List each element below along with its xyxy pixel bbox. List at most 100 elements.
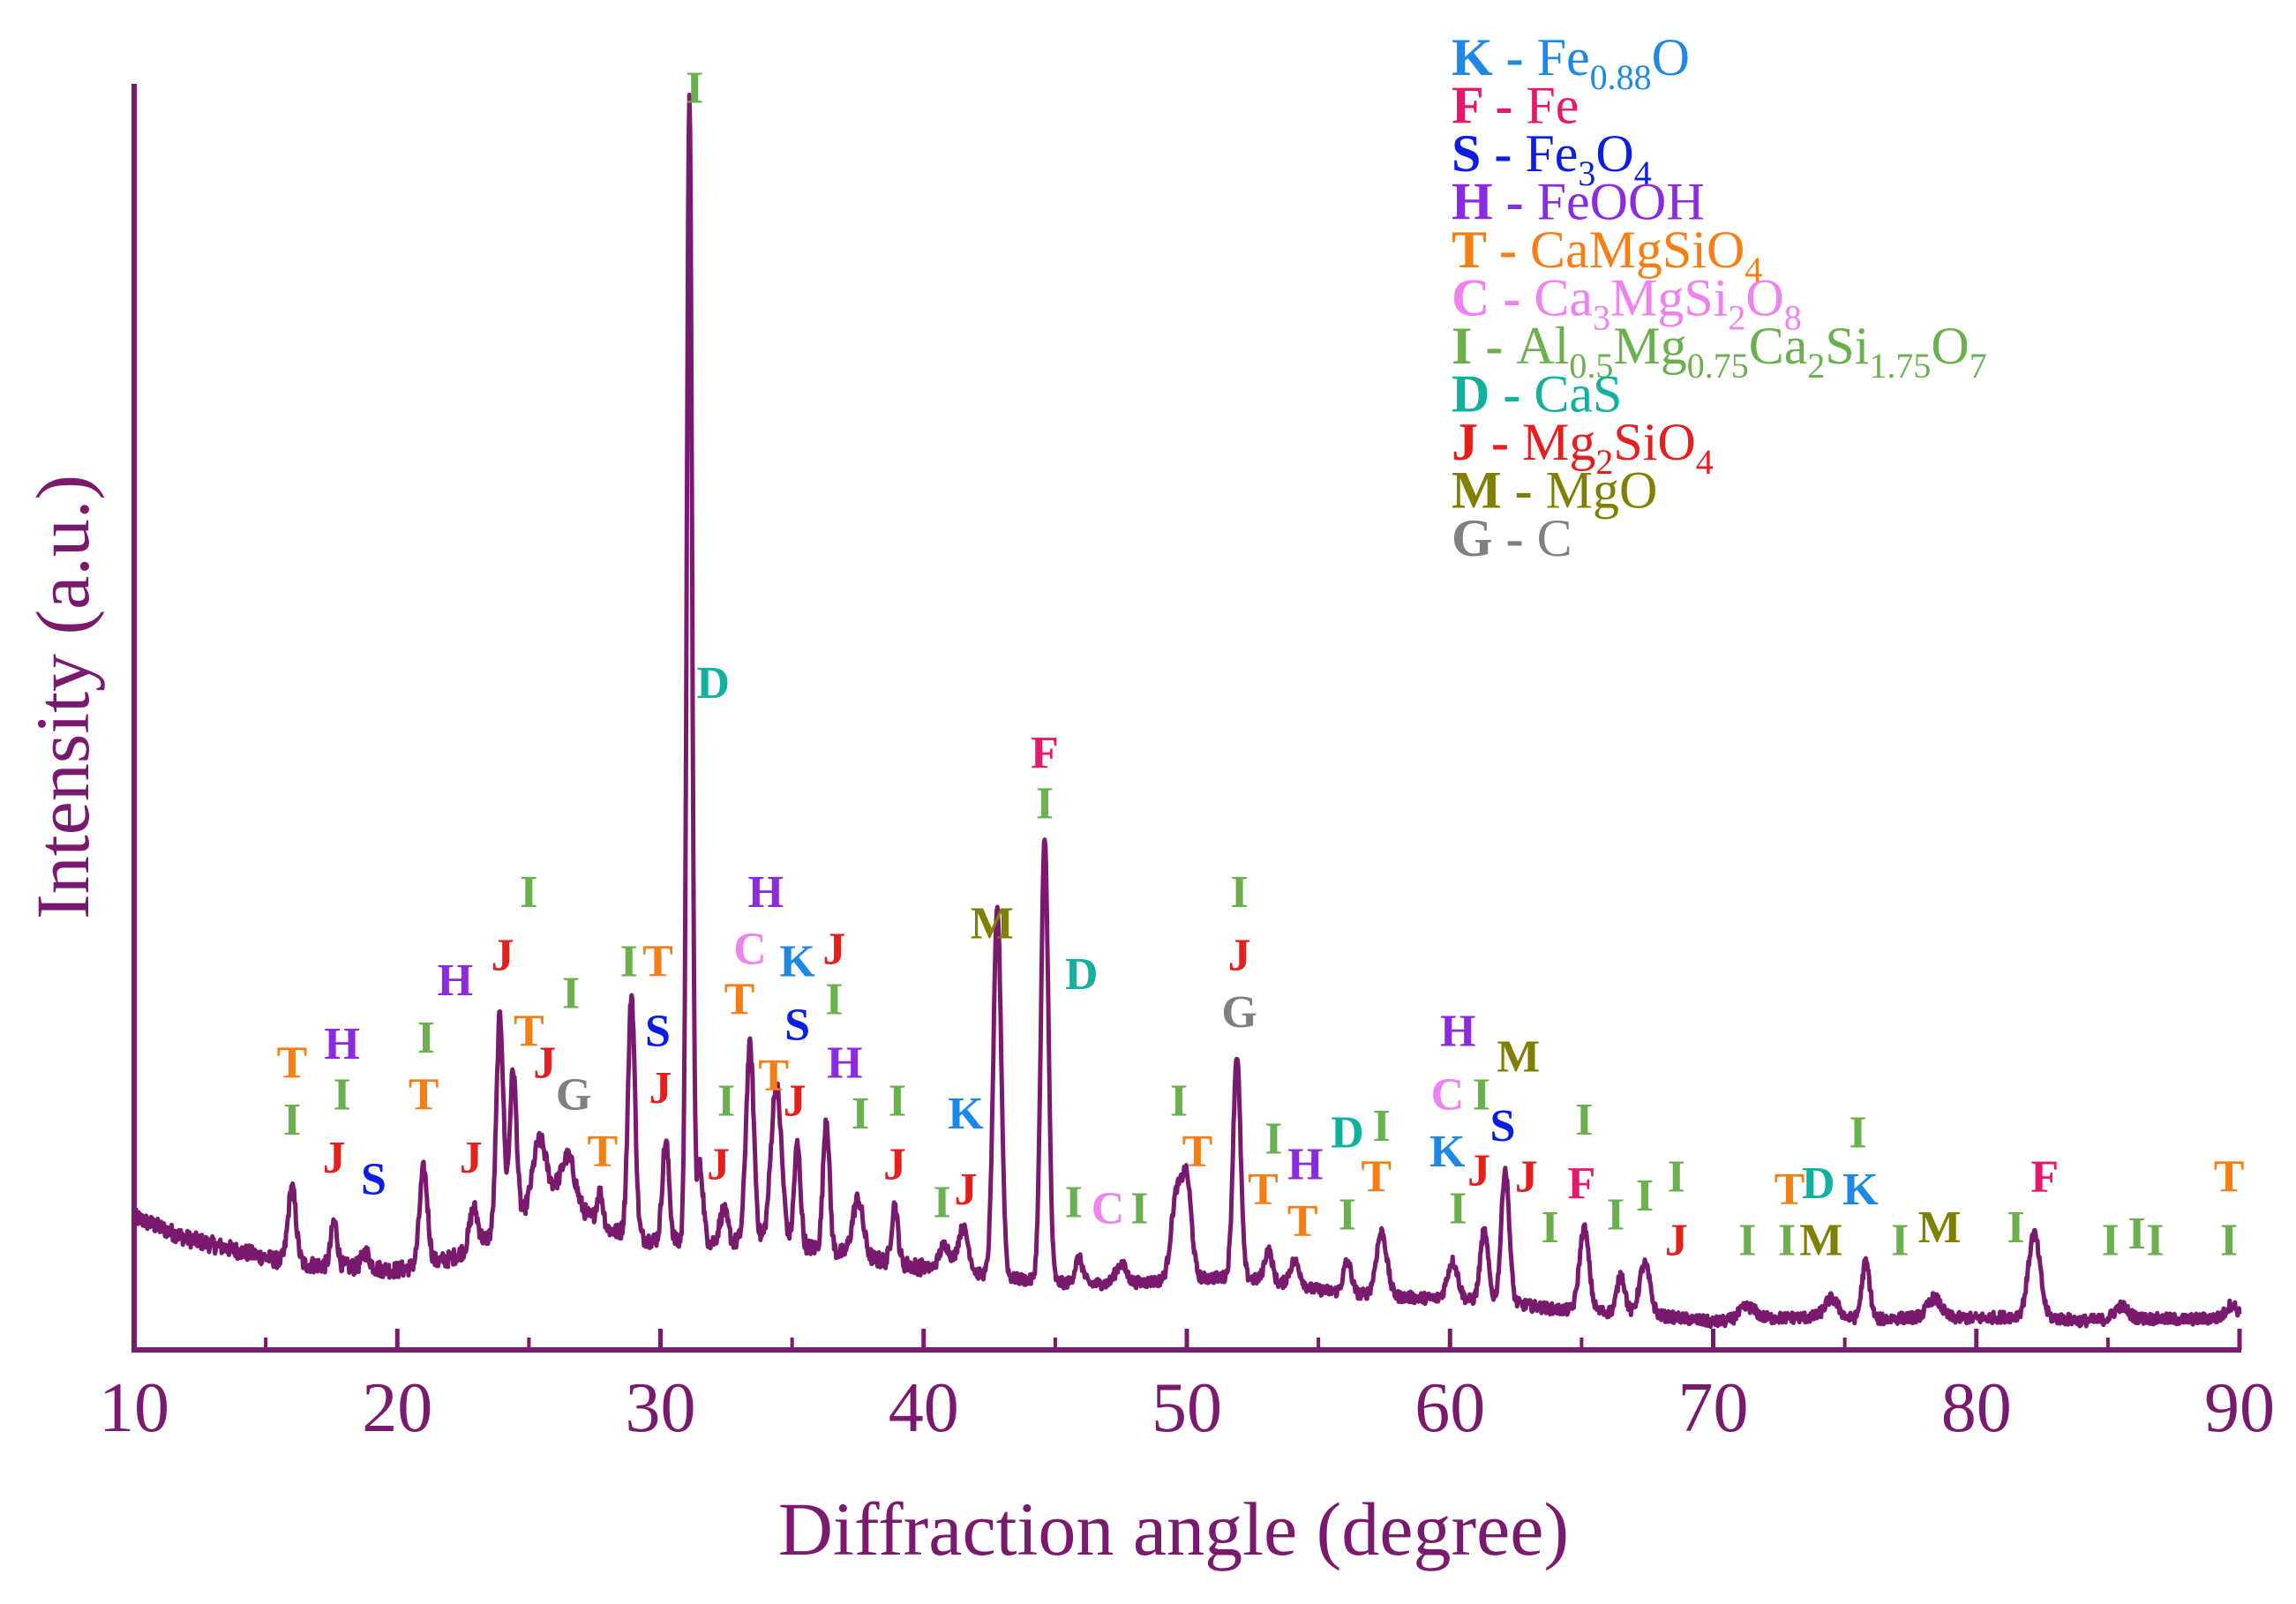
- phase-label-M-82: M: [1799, 1215, 1842, 1265]
- legend-formula-part: O: [1595, 124, 1633, 183]
- legend-sep: -: [1481, 124, 1525, 183]
- phase-label-I-58: I: [1373, 1101, 1391, 1151]
- phase-label-I-59: I: [1339, 1190, 1356, 1240]
- phase-label-I-92: I: [2220, 1215, 2238, 1265]
- legend-formula-part: Ca: [1749, 317, 1808, 375]
- legend-sep: -: [1493, 173, 1537, 231]
- legend-code: S: [1452, 124, 1481, 183]
- phase-label-I-69: I: [1449, 1184, 1467, 1234]
- phase-label-T-55: T: [1248, 1165, 1279, 1215]
- phase-label-C-26: C: [733, 924, 767, 974]
- phase-label-D-22: D: [696, 658, 730, 708]
- phase-label-J-20: J: [649, 1063, 672, 1113]
- phase-label-H-25: H: [748, 867, 784, 918]
- legend-formula-part: Mg: [1522, 413, 1595, 471]
- phase-label-F-87: F: [2030, 1152, 2059, 1203]
- legend-formula-part: 3: [1578, 154, 1595, 193]
- legend-formula-part: MgO: [1546, 461, 1658, 520]
- x-tick-label-10: 10: [99, 1369, 169, 1447]
- phase-label-I-88: I: [2102, 1215, 2120, 1265]
- legend-formula-part: 0.88: [1590, 57, 1652, 97]
- x-tick-label-50: 50: [1152, 1369, 1222, 1447]
- x-tick-label-60: 60: [1414, 1369, 1485, 1447]
- phase-label-J-34: J: [784, 1076, 807, 1127]
- phase-label-I-17: I: [620, 937, 638, 987]
- legend-sep: -: [1486, 221, 1530, 279]
- phase-label-I-3: I: [333, 1069, 350, 1120]
- x-ticks: 10 20 30 40 50 60 70 80 90: [99, 1329, 2275, 1447]
- legend-formula-part: O: [1652, 28, 1690, 86]
- phase-label-S-19: S: [645, 1007, 671, 1057]
- legend-formula-part: 8: [1784, 298, 1802, 338]
- phase-label-J-68: J: [1515, 1152, 1538, 1203]
- legend-sep: -: [1478, 413, 1522, 471]
- phase-label-I-21: I: [686, 64, 703, 114]
- phase-label-D-79: D: [1802, 1158, 1835, 1209]
- phase-label-I-81: I: [1778, 1215, 1796, 1265]
- legend-formula-part: Fe: [1525, 124, 1578, 183]
- phase-label-T-13: T: [514, 1007, 544, 1057]
- phase-label-T-78: T: [1775, 1165, 1805, 1215]
- legend-formula-part: Ca: [1534, 269, 1593, 327]
- phase-label-T-16: T: [588, 1127, 619, 1177]
- phase-label-I-30: I: [825, 975, 843, 1025]
- legend-formula-part: Si: [1825, 317, 1869, 375]
- legend-sep: -: [1489, 365, 1534, 423]
- phase-label-J-51: J: [1228, 931, 1251, 981]
- phase-label-J-10: J: [491, 931, 514, 981]
- phase-label-J-24: J: [707, 1139, 730, 1189]
- phase-label-I-73: I: [1607, 1190, 1624, 1240]
- phase-label-I-77: I: [1738, 1215, 1756, 1265]
- legend-item-K: K - Fe0.88O: [1452, 28, 1690, 97]
- legend-formula-part: 4: [1745, 250, 1762, 289]
- legend-formula-part: Mg: [1613, 317, 1686, 375]
- legend-code: K: [1452, 28, 1493, 86]
- x-tick-label-20: 20: [362, 1369, 432, 1447]
- phase-label-D-57: D: [1331, 1107, 1364, 1158]
- phase-label-T-32: T: [758, 1051, 789, 1101]
- phase-label-I-71: I: [1575, 1095, 1593, 1145]
- legend-item-M: M - MgO: [1452, 461, 1657, 520]
- legend-sep: -: [1482, 77, 1526, 135]
- legend-code: M: [1452, 461, 1502, 520]
- phase-label-H-1: H: [324, 1019, 359, 1069]
- phase-label-M-41: M: [971, 899, 1014, 949]
- legend-code: T: [1452, 221, 1487, 279]
- legend-sep: -: [1493, 28, 1537, 86]
- phase-label-K-65: K: [1429, 1127, 1466, 1177]
- legend-code: H: [1452, 173, 1493, 231]
- legend-code: F: [1452, 77, 1482, 135]
- phase-label-C-46: C: [1092, 1184, 1125, 1234]
- legend-formula-part: Fe: [1537, 28, 1590, 86]
- phase-label-T-29: T: [724, 975, 755, 1025]
- phase-label-I-63: I: [1473, 1069, 1490, 1120]
- legend-formula-part: 4: [1634, 154, 1652, 193]
- phase-label-I-43: I: [1036, 778, 1054, 828]
- phase-label-J-76: J: [1665, 1215, 1688, 1265]
- phase-label-I-36: I: [889, 1076, 906, 1127]
- legend-formula-part: SiO: [1613, 413, 1695, 471]
- legend-formula-part: 3: [1593, 298, 1610, 338]
- phase-label-I-12: I: [562, 969, 580, 1019]
- phase-label-J-37: J: [883, 1139, 906, 1189]
- phase-label-I-2: I: [283, 1095, 301, 1145]
- phase-label-H-33: H: [827, 1038, 862, 1088]
- phase-label-T-49: T: [1182, 1127, 1213, 1177]
- phase-label-I-40: I: [934, 1177, 951, 1227]
- phase-label-H-54: H: [1287, 1139, 1323, 1189]
- plot-area: [131, 93, 2242, 1330]
- legend-formula-part: O: [1931, 317, 1969, 375]
- phase-label-I-48: I: [1170, 1076, 1188, 1127]
- legend-sep: -: [1493, 509, 1537, 567]
- legend-formula-part: 0.75: [1687, 346, 1749, 386]
- legend-formula-part: Al: [1516, 317, 1569, 375]
- axes: 10 20 30 40 50 60 70 80 90: [99, 84, 2275, 1447]
- phase-label-K-27: K: [779, 937, 815, 987]
- legend-item-C: C - Ca3MgSi2O8: [1452, 269, 1802, 338]
- legend-formula-part: 1.75: [1869, 346, 1931, 386]
- legend-formula-part: CaS: [1534, 365, 1622, 423]
- legend-formula-part: 4: [1696, 442, 1714, 482]
- phase-label-I-89: I: [2128, 1209, 2146, 1259]
